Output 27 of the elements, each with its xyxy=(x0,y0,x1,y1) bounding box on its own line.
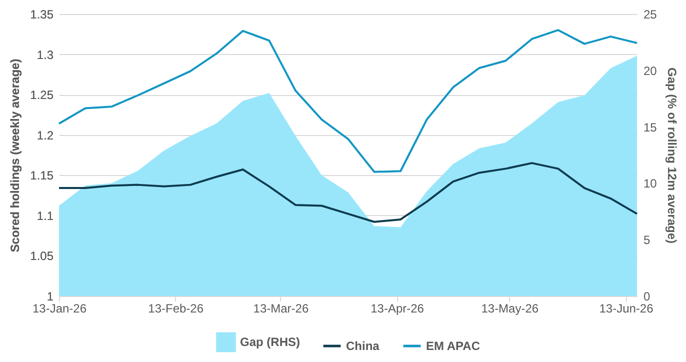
y-tick-label: 1.25 xyxy=(30,88,54,102)
y-axis-title: Scored holdings (weekly average) xyxy=(8,58,22,252)
y-tick-label: 1.05 xyxy=(30,249,54,264)
x-tick-label: 13-Feb-26 xyxy=(148,302,204,316)
y2-tick-label: 20 xyxy=(644,64,658,78)
y2-tick-label: 0 xyxy=(644,290,650,304)
line-series xyxy=(58,162,638,223)
legend-label: China xyxy=(346,339,380,353)
y-tick-label: 1.2 xyxy=(36,128,54,142)
y2-tick-label: 10 xyxy=(644,176,658,191)
line-series xyxy=(58,29,638,173)
x-tick-label: 13-Jun-26 xyxy=(599,302,654,316)
y2-tick-label: 25 xyxy=(644,8,658,22)
legend-label: EM APAC xyxy=(426,339,480,353)
y2-tick-label: 15 xyxy=(644,120,658,134)
x-tick-label: 13-May-26 xyxy=(481,302,539,316)
y-tick-label: 1.15 xyxy=(30,168,54,183)
y-tick-label: 1 xyxy=(46,290,54,304)
x-tick-label: 13-Mar-26 xyxy=(253,302,309,316)
legend-label: Gap (RHS) xyxy=(240,335,300,350)
y2-tick-label: 5 xyxy=(644,233,650,248)
y2-axis-title: Gap (% of rolling 12m average) xyxy=(664,67,679,244)
y-tick-label: 1.3 xyxy=(36,48,54,62)
x-tick-label: 13-Apr-26 xyxy=(370,302,424,316)
x-tick-label: 13-Jan-26 xyxy=(32,302,87,316)
y-tick-label: 1.35 xyxy=(30,8,54,22)
y-tick-label: 1.1 xyxy=(36,208,54,223)
